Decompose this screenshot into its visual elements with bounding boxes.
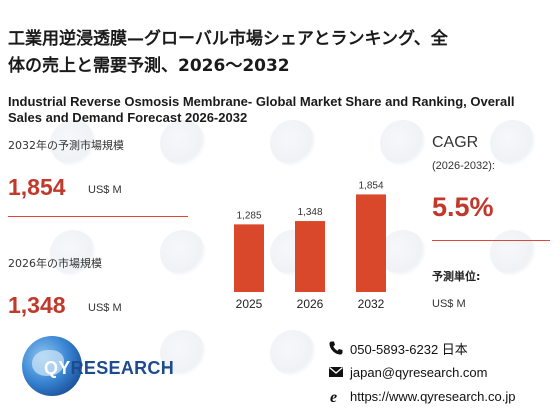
browser-e-icon: e bbox=[330, 389, 337, 404]
title-jp-line2: 体の売上と需要予測、2026～2032 bbox=[8, 56, 290, 76]
title-en-line1: Industrial Reverse Osmosis Membrane- Glo… bbox=[8, 94, 515, 109]
x-tick-label: 2025 bbox=[236, 297, 263, 311]
bar-value-label: 1,285 bbox=[236, 210, 261, 221]
cagr-range: (2026-2032): bbox=[432, 160, 495, 172]
forecast-2032-label: 2032年の予測市場規模 bbox=[8, 139, 124, 152]
mail-icon bbox=[329, 367, 343, 377]
bar-value-label: 1,854 bbox=[358, 180, 383, 191]
forecast-unit-label: 予測単位: bbox=[432, 270, 481, 283]
email-link[interactable]: japan@qyresearch.com bbox=[350, 364, 488, 380]
watermark-logo bbox=[160, 230, 206, 276]
divider bbox=[432, 240, 550, 241]
website-link[interactable]: https://www.qyresearch.co.jp bbox=[350, 388, 516, 404]
market-2026-unit: US$ M bbox=[88, 302, 122, 314]
watermark-logo bbox=[270, 120, 316, 166]
svg-text:e: e bbox=[330, 389, 337, 404]
cagr-value: 5.5% bbox=[432, 192, 494, 222]
contact-web: e https://www.qyresearch.co.jp bbox=[328, 386, 515, 406]
watermark-logo bbox=[160, 330, 206, 376]
bar-2026 bbox=[295, 221, 325, 292]
watermark-logo bbox=[380, 120, 426, 166]
watermark-logo bbox=[160, 120, 206, 166]
cagr-label: CAGR bbox=[432, 134, 479, 151]
contact-email: japan@qyresearch.com bbox=[328, 362, 487, 382]
title-jp-line1: 工業用逆浸透膜—グローバル市場シェアとランキング、全 bbox=[8, 29, 448, 49]
divider bbox=[8, 216, 188, 217]
bar-chart: 1,285 2025 1,348 2026 1,854 2032 bbox=[234, 180, 386, 311]
page-title-jp: 工業用逆浸透膜—グローバル市場シェアとランキング、全 体の売上と需要予測、202… bbox=[8, 26, 548, 80]
logo-text-research: RESEARCH bbox=[70, 358, 175, 378]
forecast-unit-value: US$ M bbox=[432, 298, 466, 310]
forecast-2032-unit: US$ M bbox=[88, 184, 122, 196]
title-en-line2: Sales and Demand Forecast 2026-2032 bbox=[8, 110, 248, 125]
x-tick-label: 2032 bbox=[358, 297, 385, 311]
watermark-logo bbox=[270, 330, 316, 376]
watermark-logo bbox=[380, 230, 426, 276]
market-2026-value: 1,348 bbox=[8, 292, 66, 318]
watermark-logo bbox=[50, 230, 96, 276]
qyresearch-logo: QYRESEARCH bbox=[22, 336, 174, 396]
phone-number: 050-5893-6232 日本 bbox=[350, 341, 468, 357]
forecast-2032-value: 1,854 bbox=[8, 174, 66, 200]
contact-phone: 050-5893-6232 日本 bbox=[328, 338, 468, 358]
watermark-logo bbox=[50, 120, 96, 166]
bar-2025 bbox=[234, 224, 264, 292]
watermark-logo bbox=[490, 230, 536, 276]
market-2026-label: 2026年の市場規模 bbox=[8, 257, 102, 270]
page-title-en: Industrial Reverse Osmosis Membrane- Glo… bbox=[8, 94, 548, 126]
watermark-logo bbox=[490, 120, 536, 166]
bar-value-label: 1,348 bbox=[297, 207, 322, 218]
globe-icon bbox=[22, 336, 82, 396]
logo-text: QYRESEARCH bbox=[44, 358, 174, 379]
bar-2032 bbox=[356, 194, 386, 292]
logo-text-qy: QY bbox=[44, 358, 71, 378]
x-tick-label: 2026 bbox=[297, 297, 324, 311]
phone-icon bbox=[329, 341, 343, 355]
